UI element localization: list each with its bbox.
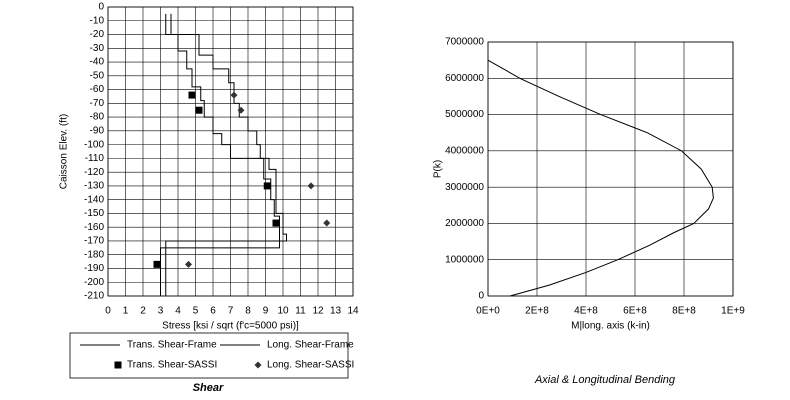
y-axis-label: Caisson Elev. (ft) [59,114,70,189]
square-marker [114,361,122,369]
y-tick-label: 5000000 [445,109,484,120]
plot-frame [107,6,354,297]
x-tick-label: 0 [105,306,111,317]
x-tick-label: 0E+0 [476,306,500,317]
y-tick-label: -40 [90,57,105,68]
y-tick-label: -30 [90,43,105,54]
series-line [487,59,714,297]
x-tick-label: 7 [228,306,234,317]
x-tick-label: 3 [158,306,164,317]
y-tick-label: -90 [90,125,105,136]
square-marker [153,260,161,268]
y-tick-label: 1000000 [445,254,484,265]
y-tick-label: 0 [478,291,484,302]
y-tick-label: -210 [84,291,104,302]
x-tick-label: 9 [263,306,269,317]
y-tick-label: 3000000 [445,182,484,193]
x-tick-label: 6 [210,306,216,317]
square-marker [188,91,196,99]
y-tick-label: -160 [84,222,104,233]
x-tick-label: 13 [330,306,342,317]
chart-title: Axial & Longitudinal Bending [534,374,676,386]
y-tick-label: -60 [90,84,105,95]
y-tick-label: -140 [84,194,104,205]
plot-frame [487,41,734,297]
square-marker [263,182,271,190]
y-tick-label: -20 [90,29,105,40]
x-tick-label: 1 [123,306,129,317]
y-tick-label: -80 [90,112,105,123]
y-tick-label: 4000000 [445,145,484,156]
y-tick-label: -120 [84,167,104,178]
y-tick-label: -200 [84,277,104,288]
y-tick-label: -130 [84,181,104,192]
x-tick-label: 1E+9 [721,306,745,317]
x-tick-label: 8 [245,306,251,317]
x-tick-label: 5 [193,306,199,317]
y-tick-label: -150 [84,208,104,219]
y-tick-label: -50 [90,70,105,81]
diamond-marker [323,219,331,227]
x-tick-label: 8E+8 [672,306,696,317]
diamond-marker [237,106,245,114]
diamond-marker [230,91,238,99]
y-tick-label: -180 [84,249,104,260]
y-tick-label: -110 [85,153,105,164]
x-tick-label: 2 [140,306,146,317]
chart-title: Shear [193,382,224,394]
diamond-marker [307,182,315,190]
x-tick-label: 4E+8 [574,306,598,317]
y-tick-label: -190 [84,263,104,274]
diamond-marker [254,361,262,369]
x-tick-label: 14 [347,306,359,317]
diamond-marker [185,260,192,268]
x-tick-label: 2E+8 [525,306,549,317]
square-marker [272,219,280,227]
legend-label: Trans. Shear-Frame [127,340,217,351]
series-line [165,13,287,296]
x-tick-label: 4 [175,306,181,317]
y-tick-label: 2000000 [445,218,484,229]
y-tick-label: -100 [84,139,104,150]
legend-label: Long. Shear-Frame [267,340,354,351]
x-tick-label: 10 [277,306,289,317]
legend-label: Trans. Shear-SASSI [127,360,217,371]
y-tick-label: 6000000 [445,73,484,84]
x-axis-label: M|long. axis (k-in) [571,321,650,332]
legend-label: Long. Shear-SASSI [267,360,354,371]
x-axis-label: Stress [ksi / sqrt (f'c=5000 psi)] [162,321,299,332]
square-marker [195,106,203,114]
x-tick-label: 6E+8 [623,306,647,317]
y-tick-label: -10 [90,15,105,26]
series-line [160,13,280,296]
legend-box [69,332,349,379]
y-tick-label: 0 [98,2,104,13]
x-tick-label: 11 [295,306,306,317]
x-tick-label: 12 [312,306,324,317]
y-tick-label: -70 [90,98,105,109]
y-axis-label: P(k) [433,160,444,178]
y-tick-label: 7000000 [445,37,484,48]
y-tick-label: -170 [84,236,104,247]
